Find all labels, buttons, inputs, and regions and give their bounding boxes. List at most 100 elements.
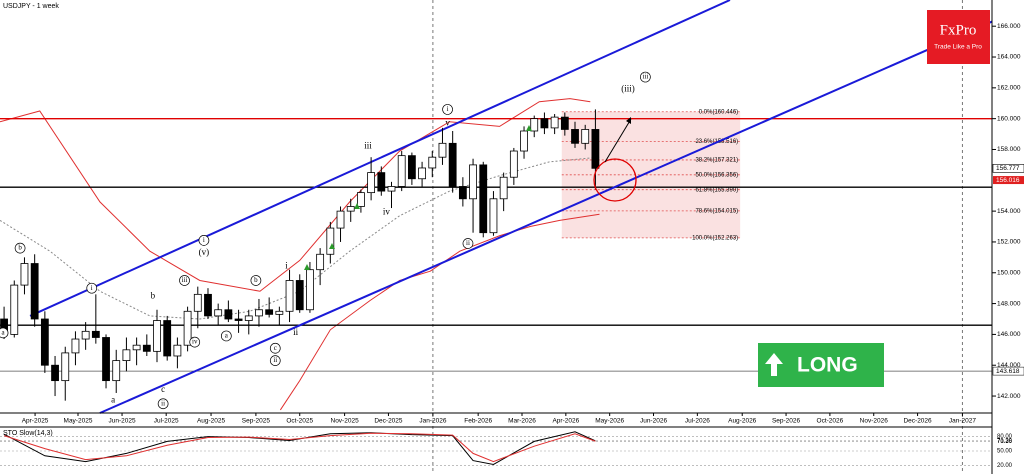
wave-circle <box>0 327 9 339</box>
x-tick-label: Jul-2026 <box>685 418 710 425</box>
candle-body <box>51 364 59 382</box>
chart-title: USDJPY - 1 week <box>3 3 59 10</box>
candle-body <box>214 309 223 317</box>
candle-body <box>377 172 386 192</box>
candle-body <box>448 142 457 187</box>
x-tick-label: Dec-2026 <box>903 418 932 425</box>
wave-label: iii <box>182 276 188 284</box>
candle-body <box>20 263 29 286</box>
wave-circle <box>462 238 474 249</box>
fib-label: 50.0%(156.356) <box>695 172 738 178</box>
arrow-head <box>626 117 631 124</box>
candle-body <box>275 310 284 315</box>
candle-body <box>387 186 396 192</box>
x-tick-label: Oct-2026 <box>817 418 844 425</box>
candle-body <box>10 284 19 335</box>
candle-body <box>316 253 325 271</box>
candle-body <box>550 116 559 129</box>
wave-label: ii <box>293 327 299 337</box>
price-panel: 0.0%(160.446)23.6%(158.516)38.2%(157.321… <box>0 0 993 474</box>
bid-label: 156.016 <box>996 177 1020 184</box>
wave-label: (iii) <box>621 83 635 93</box>
x-tick-label: Jan-2027 <box>949 418 976 425</box>
stoch-tick-label: 50.00 <box>997 449 1013 455</box>
candle-body <box>469 164 477 200</box>
wave-circle <box>86 282 98 294</box>
candle-body <box>458 186 467 200</box>
candle-body <box>560 116 569 130</box>
x-tick-label: Jun-2026 <box>640 418 667 425</box>
stoch-tick-label: 71.30 <box>997 438 1013 444</box>
x-tick-label: May-2026 <box>595 418 624 425</box>
stoch-tick-label: 70.26 <box>997 439 1013 445</box>
fib-label: 61.8%(155.390) <box>695 187 738 193</box>
candle-body <box>581 129 590 144</box>
candle-body <box>520 130 528 152</box>
candle-body <box>30 263 39 320</box>
candle-body <box>244 315 253 321</box>
logo <box>927 10 990 64</box>
logo-name: FxPro <box>940 22 977 38</box>
candle-body <box>142 344 151 352</box>
stoch-tick-label: 80.00 <box>997 434 1013 440</box>
wave-label: a <box>2 328 6 336</box>
candle-body <box>571 129 579 144</box>
wave-circle <box>442 104 453 115</box>
x-tick-label: Apr-2026 <box>552 418 579 425</box>
y-tick-label: 152.000 <box>997 239 1021 246</box>
x-tick-label: Nov-2026 <box>860 418 889 425</box>
x-tick-label: Oct-2025 <box>286 418 313 425</box>
wave-label: i <box>91 284 93 292</box>
candle-body <box>132 344 141 351</box>
candle-body <box>122 349 131 362</box>
candle-body <box>173 344 182 357</box>
wave-label: ii <box>273 356 277 364</box>
wave-circle <box>189 336 201 348</box>
candle-body <box>265 309 274 315</box>
channel-line <box>29 0 731 317</box>
candle-body <box>102 337 110 382</box>
wave-label: a <box>111 395 115 405</box>
price-label: 143.618 <box>996 368 1020 375</box>
candle-body <box>479 164 488 234</box>
projection-arrow <box>604 118 632 163</box>
stoch-tick-label: 20.00 <box>997 463 1013 469</box>
wave-label: i <box>203 236 205 244</box>
x-tick-label: Apr-2025 <box>22 418 49 425</box>
x-tick-label: May-2025 <box>64 418 93 425</box>
candle-body <box>357 192 365 207</box>
wave-label: ii <box>161 399 165 407</box>
candle-body <box>346 206 355 212</box>
wave-label: v <box>445 117 450 127</box>
logo-tagline: Trade Like a Pro <box>934 44 982 51</box>
y-tick-label: 146.000 <box>997 331 1021 338</box>
candle-body <box>61 352 70 382</box>
channel-line <box>99 20 993 414</box>
fib-label: 0.0%(160.446) <box>699 109 738 115</box>
wave-label: c <box>274 344 277 352</box>
candle-body <box>234 318 243 321</box>
fib-label: 78.6%(154.015) <box>695 208 738 214</box>
y-tick-label: 150.000 <box>997 269 1021 276</box>
candle-body <box>418 167 426 180</box>
wave-circle <box>14 242 26 254</box>
wave-label: c <box>161 384 165 394</box>
candle-body <box>40 318 49 366</box>
candle-body <box>489 198 498 234</box>
candle-body <box>81 330 90 340</box>
indicator-band <box>279 213 600 411</box>
y-tick-label: 142.000 <box>997 393 1021 400</box>
x-tick-label: Feb-2026 <box>464 418 492 425</box>
candle-body <box>509 150 518 178</box>
y-tick-label: 160.000 <box>997 115 1021 122</box>
candle-body <box>306 269 314 311</box>
candle-body <box>255 309 263 317</box>
wave-label: iv <box>192 338 198 346</box>
stoch-line <box>3 432 596 463</box>
x-tick-label: Nov-2025 <box>331 418 360 425</box>
highlight-circle <box>593 158 637 202</box>
y-tick-label: 166.000 <box>997 23 1021 30</box>
candle-body <box>438 142 447 158</box>
